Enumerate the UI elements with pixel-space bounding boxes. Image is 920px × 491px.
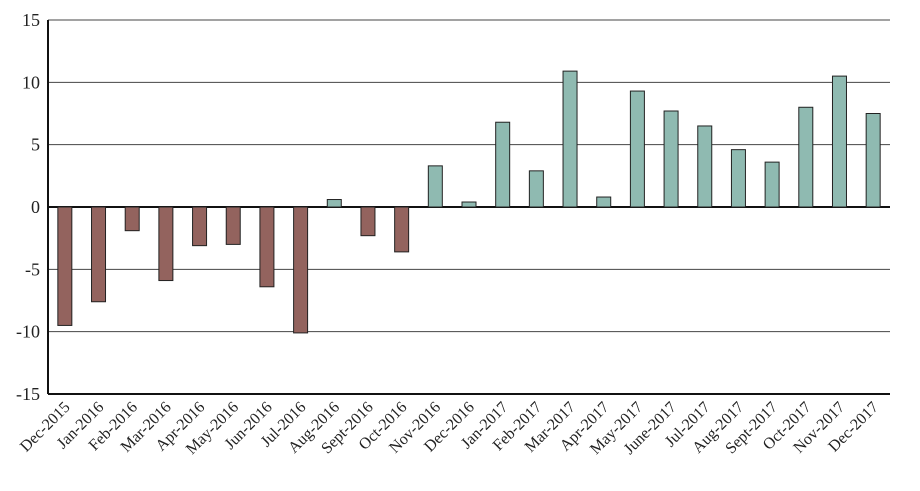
bar (57, 206, 73, 326)
bar (663, 110, 679, 208)
bar (427, 165, 443, 208)
bar (158, 206, 174, 282)
bar (831, 75, 847, 208)
y-tick-label: -15 (16, 384, 40, 404)
bar (360, 206, 376, 237)
bar (394, 206, 410, 253)
bar (91, 206, 107, 303)
bar (461, 201, 477, 208)
bar (495, 121, 511, 208)
bar (528, 170, 544, 208)
bar (124, 206, 140, 232)
y-tick-label: 15 (22, 10, 40, 30)
bar (764, 161, 780, 208)
bar (562, 70, 578, 208)
y-tick-label: -5 (25, 259, 40, 279)
bar (596, 196, 612, 208)
bar (730, 149, 746, 208)
bar (192, 206, 208, 247)
bar (293, 206, 309, 334)
bar (259, 206, 275, 288)
bar (697, 125, 713, 208)
y-tick-label: -10 (16, 322, 40, 342)
bar (326, 199, 342, 208)
bar (798, 106, 814, 208)
y-tick-label: 10 (22, 72, 40, 92)
bar (865, 113, 881, 208)
bar (629, 90, 645, 208)
y-tick-label: 5 (31, 135, 40, 155)
bar (225, 206, 241, 245)
y-tick-label: 0 (31, 197, 40, 217)
